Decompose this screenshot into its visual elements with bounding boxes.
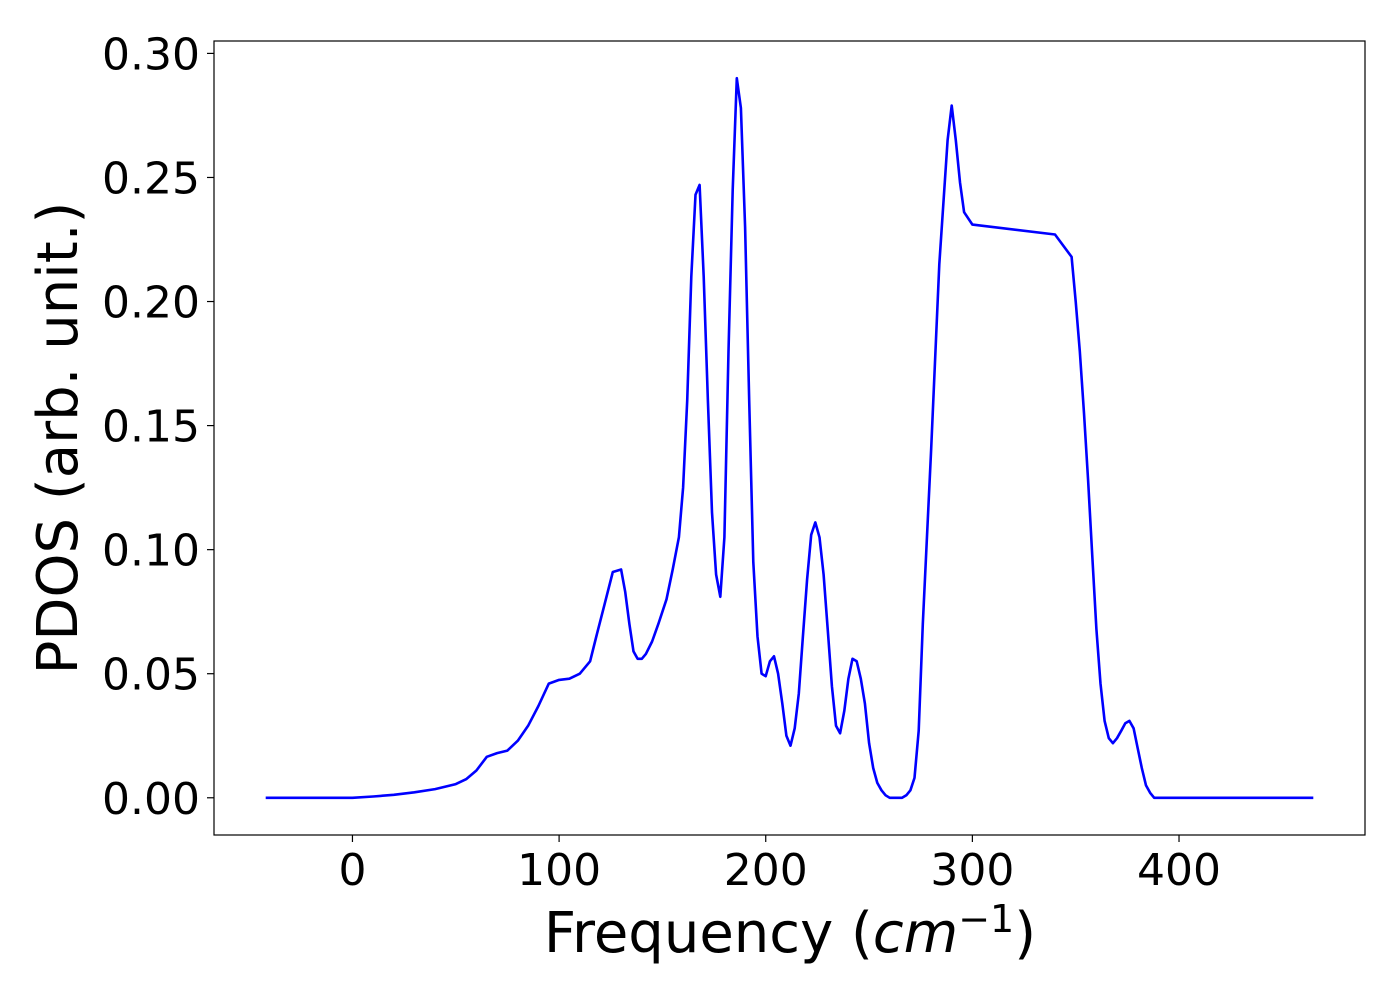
y-tick-label: 0.15 — [102, 402, 200, 453]
y-tick-label: 0.00 — [102, 774, 200, 825]
y-tick-label: 0.10 — [102, 526, 200, 577]
x-tick-label: 400 — [1137, 845, 1221, 896]
x-axis-label: Frequency (cm−1) — [544, 897, 1036, 966]
y-axis-label: PDOS (arb. unit.) — [26, 202, 91, 675]
x-tick-label: 200 — [724, 845, 808, 896]
x-tick-label: 300 — [930, 845, 1014, 896]
y-tick-label: 0.05 — [102, 650, 200, 701]
pdos-series-line — [265, 76, 1314, 800]
y-tick-label: 0.20 — [102, 278, 200, 329]
y-tick-label: 0.25 — [102, 153, 200, 204]
x-axis: 0 100 200 300 400 — [338, 835, 1221, 896]
x-tick-label: 100 — [517, 845, 601, 896]
y-tick-label: 0.30 — [102, 29, 200, 80]
plot-area-frame — [213, 40, 1366, 836]
series-layer — [265, 76, 1314, 800]
x-tick-label: 0 — [338, 845, 366, 896]
y-axis: 0.00 0.05 0.10 0.15 0.20 0.25 0.30 — [102, 29, 214, 825]
